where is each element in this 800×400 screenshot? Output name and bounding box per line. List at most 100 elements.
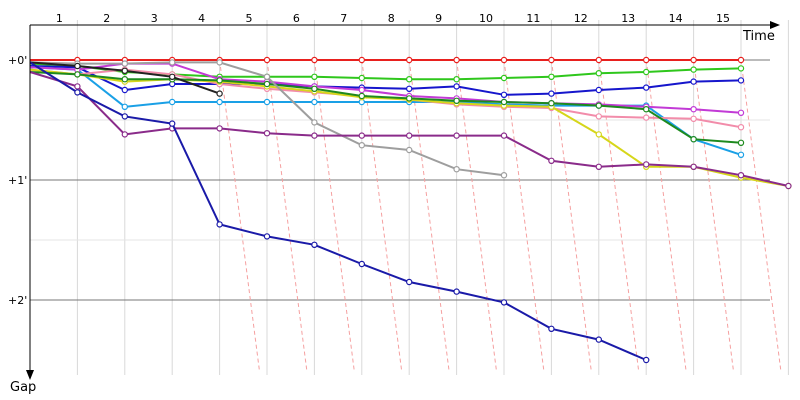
data-point <box>453 75 460 83</box>
data-point <box>358 86 365 94</box>
series-layer <box>29 56 792 364</box>
x-tick-label: 7 <box>340 12 347 25</box>
x-tick-label: 2 <box>103 12 110 25</box>
data-point <box>406 95 413 102</box>
data-point <box>737 56 745 64</box>
data-point <box>643 161 650 168</box>
x-tick-label: 11 <box>526 12 540 25</box>
data-point <box>263 73 271 81</box>
data-point <box>453 56 460 64</box>
data-point <box>168 73 176 81</box>
data-point <box>500 74 508 82</box>
y-axis-arrow <box>26 370 34 380</box>
y-axis-label: Gap <box>10 380 36 395</box>
data-point <box>500 56 508 64</box>
data-point <box>216 125 223 132</box>
data-point <box>595 86 603 94</box>
chart-axes: 1 2 3 4 5 6 7 8 9 10 11 12 13 14 15+0'+1'+2' <box>8 12 780 380</box>
lap-marker-line <box>408 59 450 373</box>
x-tick-label: 3 <box>151 12 158 25</box>
data-point <box>453 83 460 90</box>
data-point <box>737 65 745 72</box>
data-point <box>406 278 413 286</box>
data-point <box>595 102 603 109</box>
data-point <box>548 90 555 97</box>
data-point <box>453 97 460 105</box>
lap-marker-line <box>645 59 687 373</box>
data-point <box>690 135 697 143</box>
x-tick-label: 1 <box>56 12 63 25</box>
data-point <box>121 103 129 111</box>
data-point <box>785 182 792 190</box>
data-point <box>358 74 365 82</box>
data-point <box>168 59 176 66</box>
data-point <box>263 233 271 240</box>
data-point <box>595 131 603 138</box>
data-point <box>74 83 81 90</box>
data-point <box>168 98 176 106</box>
data-point <box>358 132 365 139</box>
data-point <box>311 241 318 248</box>
lap-marker-line <box>550 59 592 373</box>
data-point <box>548 325 555 332</box>
data-point <box>500 91 508 99</box>
data-point <box>500 132 508 139</box>
lap-marker-line <box>456 59 498 373</box>
data-point <box>595 336 603 343</box>
data-point <box>595 163 603 170</box>
data-point <box>737 77 745 84</box>
data-point <box>121 113 129 120</box>
data-point <box>358 92 365 100</box>
data-point <box>216 98 223 106</box>
data-point <box>406 56 413 64</box>
data-point <box>74 62 81 70</box>
data-point <box>690 163 697 170</box>
data-point <box>216 221 223 228</box>
data-point <box>121 75 129 83</box>
data-point <box>358 141 365 149</box>
data-point <box>311 73 318 81</box>
data-point <box>737 171 745 179</box>
data-point <box>595 56 603 64</box>
data-point <box>311 85 318 93</box>
data-point <box>690 115 697 123</box>
data-point <box>311 56 318 64</box>
data-point <box>311 132 318 139</box>
data-point <box>358 260 365 268</box>
data-point <box>737 151 745 158</box>
data-point <box>311 119 318 126</box>
data-point <box>453 288 460 295</box>
lap-marker-line <box>598 59 640 373</box>
lap-marker-line <box>693 59 735 373</box>
lap-marker-line <box>740 59 782 373</box>
data-point <box>406 75 413 83</box>
x-tick-label: 9 <box>435 12 442 25</box>
data-point <box>121 86 129 94</box>
data-point <box>643 105 650 113</box>
data-point <box>643 84 650 91</box>
x-tick-label: 6 <box>293 12 300 25</box>
series-line <box>29 61 647 361</box>
data-point <box>548 56 555 64</box>
data-point <box>737 123 745 131</box>
data-point <box>548 73 555 81</box>
x-axis-label: Time <box>742 29 775 44</box>
x-tick-label: 15 <box>716 12 730 25</box>
data-point <box>74 71 81 78</box>
x-tick-label: 4 <box>198 12 205 25</box>
data-point <box>121 60 129 67</box>
x-tick-label: 13 <box>621 12 635 25</box>
y-tick-label: +0' <box>8 54 27 67</box>
data-point <box>500 299 508 306</box>
lap-marker-line <box>313 59 355 373</box>
data-point <box>121 67 129 75</box>
y-tick-label: +2' <box>8 294 27 307</box>
data-point <box>690 78 697 85</box>
data-point <box>406 146 413 154</box>
lap-marker-lines <box>219 59 782 373</box>
data-point <box>74 89 81 96</box>
data-point <box>263 56 271 64</box>
data-point <box>263 129 271 137</box>
series-line <box>29 71 742 144</box>
